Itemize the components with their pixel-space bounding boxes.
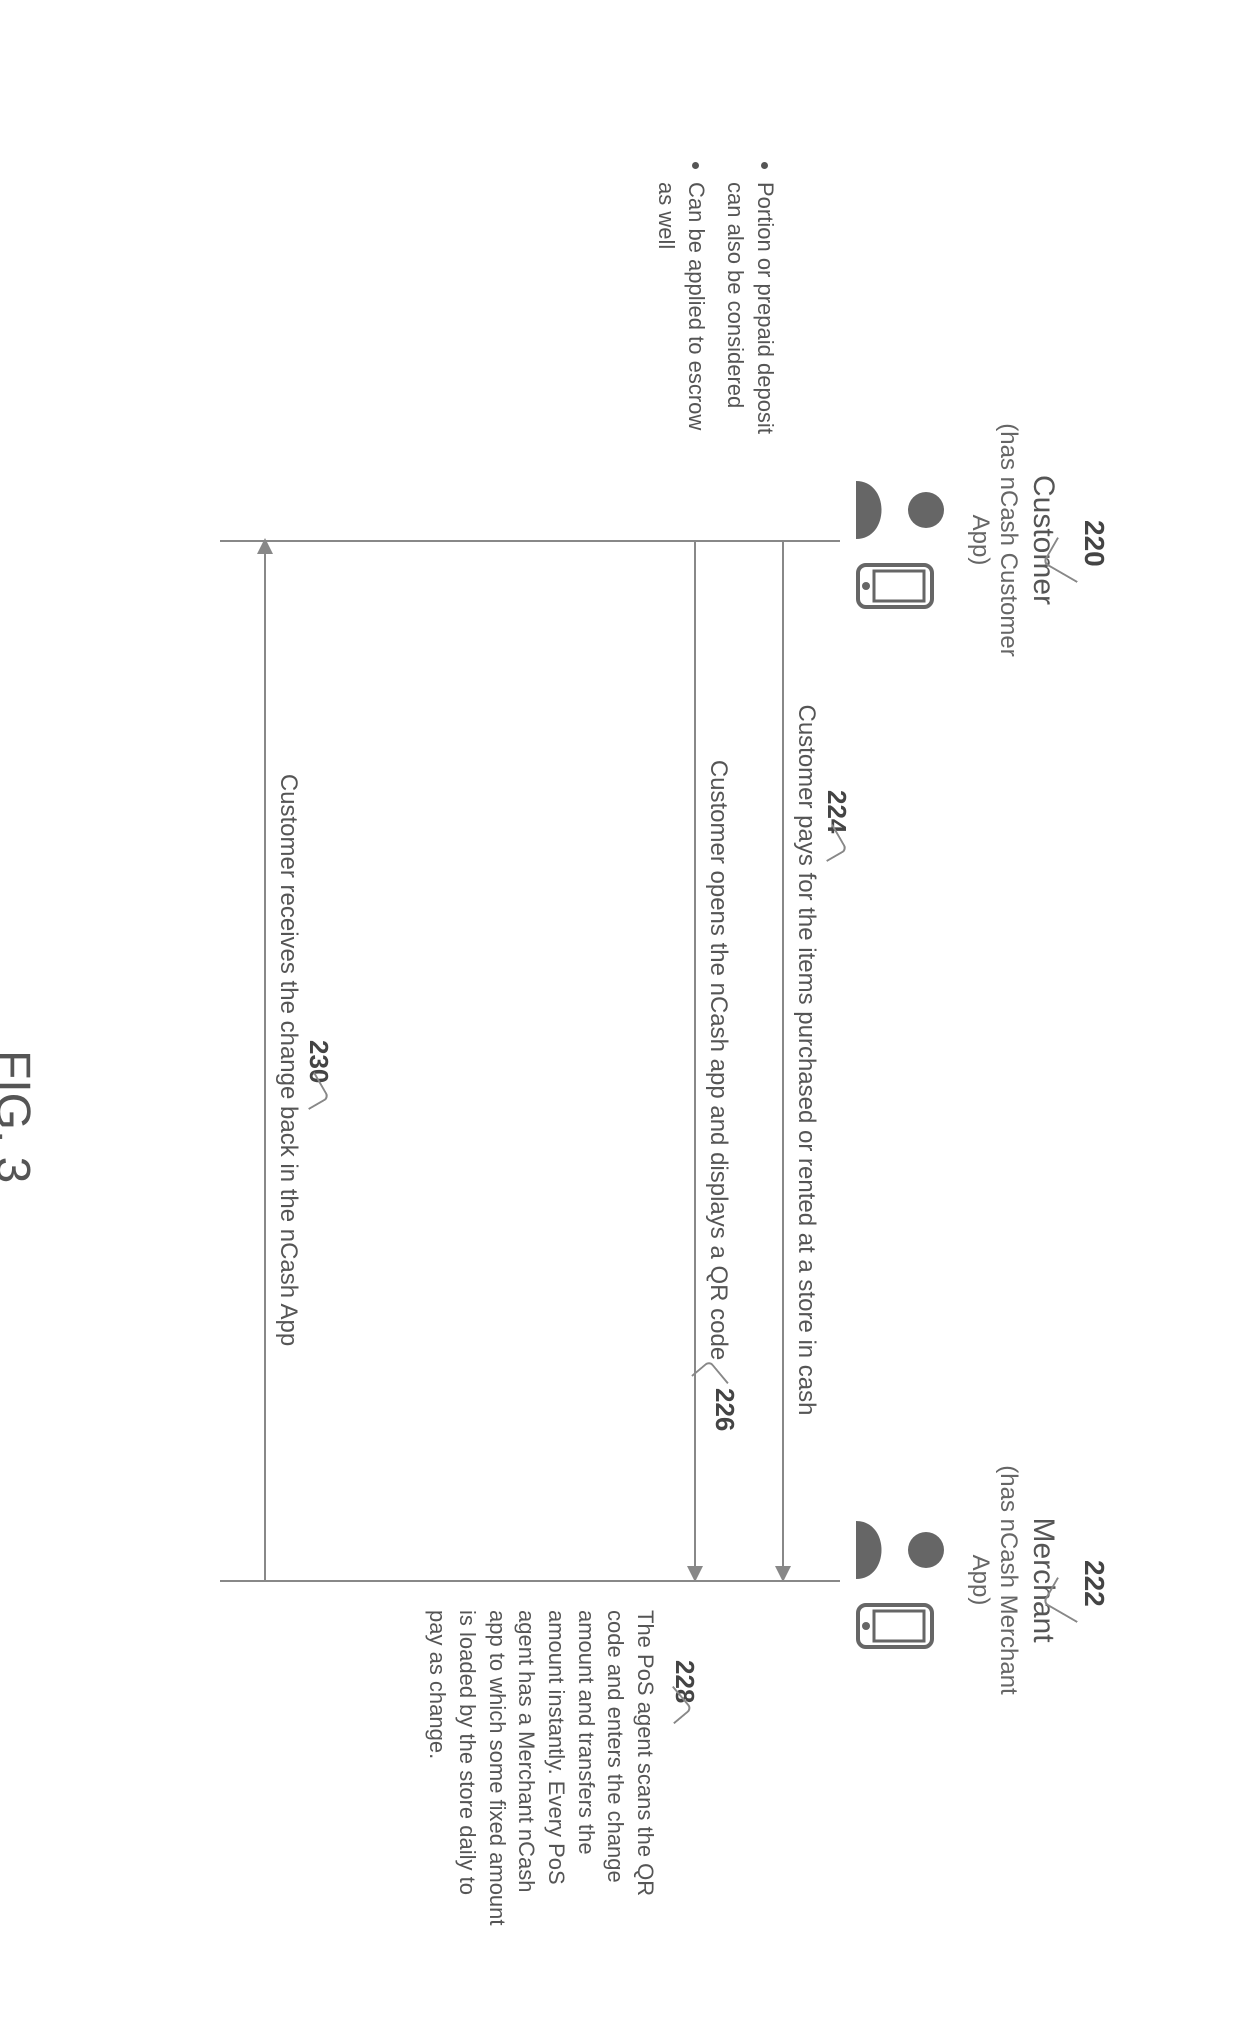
actor-merchant: 222 Merchant (has nCash Merchant App)	[851, 1440, 1100, 1720]
merchant-subtitle: (has nCash Merchant App)	[966, 1440, 1022, 1720]
note-left-item: Can be applied to escrow as well	[651, 182, 710, 450]
customer-subtitle: (has nCash Customer App)	[966, 400, 1022, 680]
sequence-diagram: 220 Customer (has nCash Customer App) 22…	[140, 170, 1100, 1850]
arrow-226	[694, 540, 696, 1580]
arrowhead-left-icon	[257, 538, 273, 554]
customer-icons	[851, 400, 948, 680]
actor-customer: 220 Customer (has nCash Customer App)	[851, 400, 1100, 680]
phone-icon	[851, 1603, 934, 1649]
person-icon	[851, 471, 948, 549]
phone-icon	[851, 563, 934, 609]
msg-224-label: Customer pays for the items purchased or…	[792, 540, 820, 1580]
lifeline-customer	[220, 540, 840, 542]
msg-230-label: Customer receives the change back in the…	[274, 540, 302, 1580]
arrow-230	[264, 540, 266, 1580]
lifeline-merchant	[220, 1580, 840, 1582]
rotated-landscape-container: 220 Customer (has nCash Customer App) 22…	[0, 0, 1240, 2037]
arrowhead-right-icon	[687, 1566, 703, 1582]
arrow-224	[782, 540, 784, 1580]
arrowhead-right-icon	[775, 1566, 791, 1582]
figure-label: FIG. 3	[0, 1050, 40, 1183]
merchant-icons	[851, 1440, 948, 1720]
person-icon	[851, 1511, 948, 1589]
note-right: The PoS agent scans the QR code and ente…	[423, 1610, 661, 1930]
note-left: Portion or prepaid deposit can also be c…	[641, 160, 780, 450]
note-left-item: Portion or prepaid deposit can also be c…	[721, 182, 780, 450]
